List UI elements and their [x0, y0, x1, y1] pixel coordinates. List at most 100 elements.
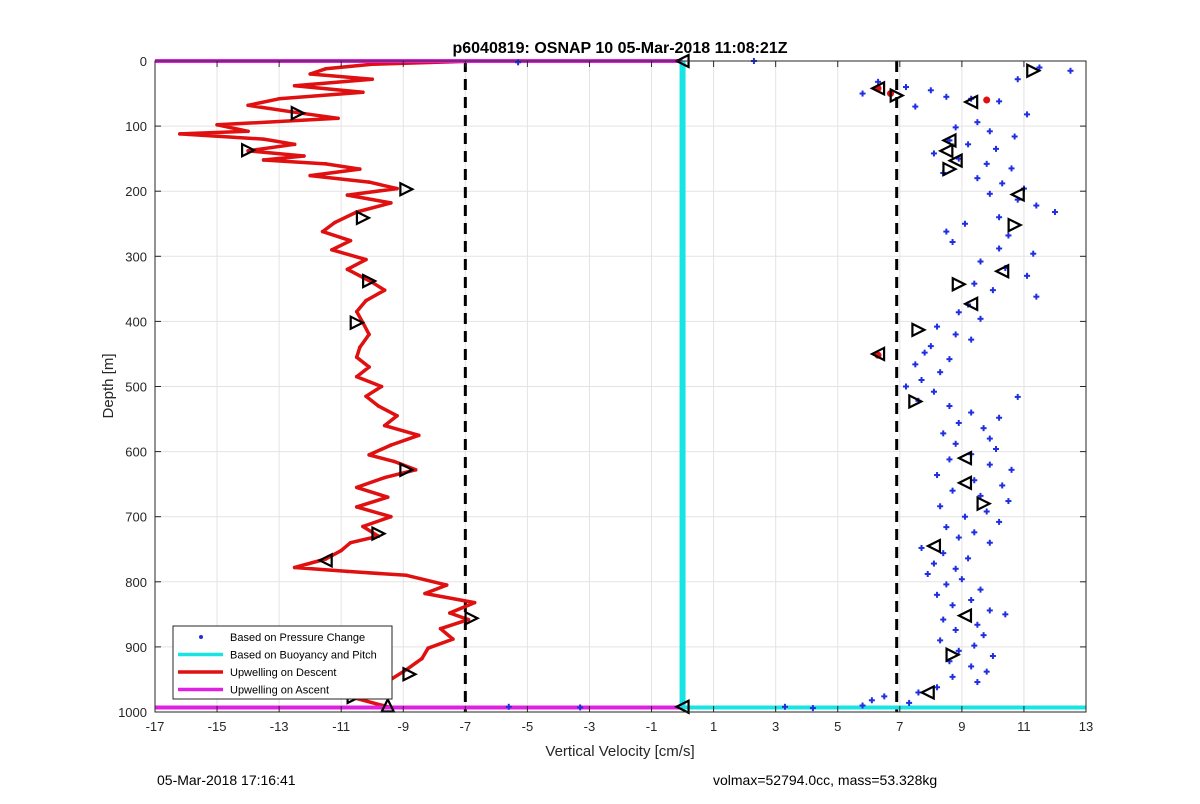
pressure-change-point: [968, 663, 975, 670]
pressure-change-point: [1002, 611, 1009, 618]
pressure-change-point: [952, 440, 959, 447]
direction-marker: [945, 646, 962, 663]
legend: Based on Pressure Change Based on Buoyanc…: [172, 625, 393, 700]
y-tick-label: 300: [125, 249, 147, 264]
pressure-change-point: [1005, 232, 1012, 239]
direction-marker: [889, 87, 906, 104]
legend-box: [172, 625, 393, 700]
direction-marker: [962, 296, 979, 312]
pressure-change-point: [993, 145, 1000, 152]
descent-point: [361, 90, 365, 95]
pressure-change-point: [781, 703, 788, 710]
x-tick-label: -7: [460, 719, 472, 734]
pressure-change-point: [859, 90, 866, 97]
descent-point: [354, 485, 359, 490]
pressure-change-point: [940, 616, 947, 623]
x-tick-label: 11: [1017, 719, 1031, 734]
direction-marker: [925, 538, 942, 554]
direction-marker: [940, 132, 957, 149]
descent-point: [308, 72, 312, 76]
descent-point: [246, 103, 250, 108]
descent-point: [389, 514, 393, 519]
y-tick-label: 0: [140, 54, 147, 69]
pressure-change-point: [930, 150, 937, 157]
pressure-change-point: [955, 309, 962, 316]
descent-point: [404, 573, 409, 578]
descent-point: [320, 229, 325, 234]
descent-point: [292, 565, 297, 570]
pressure-change-point: [986, 190, 993, 197]
descent-point: [348, 238, 353, 243]
chart-title: p6040819: OSNAP 10 05-Mar-2018 11:08:21Z: [452, 40, 787, 57]
grid: [154, 60, 1087, 713]
pressure-change-point: [958, 576, 965, 583]
direction-marker: [911, 322, 927, 338]
pressure-change-point: [927, 343, 934, 350]
descent-point: [364, 298, 368, 303]
descent-point: [426, 646, 430, 651]
pressure-change-point: [577, 704, 584, 711]
direction-marker: [402, 666, 418, 683]
pressure-change-point: [946, 356, 953, 363]
pressure-change-point: [996, 98, 1003, 105]
footer-vehicle-info: volmax=52794.0cc, mass=53.328kg: [713, 772, 938, 788]
pressure-change-point: [949, 602, 956, 609]
pressure-change-point: [809, 705, 816, 712]
direction-marker: [919, 684, 935, 701]
direction-marker: [355, 210, 372, 226]
direction-marker: [464, 610, 480, 627]
descent-point: [364, 394, 368, 399]
direction-marker: [956, 607, 973, 624]
direction-marker: [241, 142, 257, 158]
descent-point: [395, 186, 399, 191]
pressure-change-point: [918, 544, 925, 551]
pressure-change-point: [977, 258, 984, 265]
footer-timestamp: 05-Mar-2018 17:16:41: [157, 772, 296, 788]
descent-point: [382, 288, 387, 292]
descent-point: [367, 332, 371, 337]
direction-marker: [869, 346, 886, 362]
pressure-change-point: [937, 369, 944, 376]
x-axis-label: Vertical Velocity [cm/s]: [545, 743, 694, 760]
descent-point: [448, 611, 452, 615]
descent-point: [348, 540, 353, 545]
legend-symbol: [199, 635, 203, 639]
ticks: -17 -15 -13 -11 -9 -7 -5 -3 -1 1 3 5 7 9 11 13010020030…: [118, 54, 1093, 734]
direction-marker: [349, 314, 366, 331]
descent-point: [277, 96, 281, 101]
descent-point: [323, 67, 328, 71]
pressure-change-point: [974, 679, 981, 686]
descent-point: [367, 180, 371, 184]
pressure-change-point: [903, 383, 910, 390]
pressure-change-point: [961, 220, 968, 227]
x-tick-label: -1: [646, 719, 658, 734]
descent-point: [261, 137, 266, 141]
pressure-change-point: [1067, 67, 1074, 74]
x-tick-label: -3: [584, 719, 596, 734]
direction-marker: [399, 462, 415, 478]
descent-point: [354, 355, 359, 360]
direction-marker: [1026, 62, 1042, 79]
pressure-change-point: [949, 238, 956, 245]
descent-point: [336, 116, 340, 121]
direction-marker: [947, 152, 963, 169]
pressure-change-point: [515, 59, 522, 66]
x-tick-label: -13: [270, 719, 289, 734]
pressure-change-point: [961, 513, 968, 520]
descent-point: [345, 267, 350, 272]
pressure-change-point: [1011, 133, 1018, 140]
x-tick-label: -15: [208, 719, 227, 734]
y-tick-label: 800: [125, 575, 147, 590]
pressure-change-point: [1036, 64, 1043, 71]
y-tick-label: 600: [125, 445, 147, 460]
pressure-change-point: [983, 668, 990, 675]
pressure-change-point: [989, 653, 996, 660]
pressure-change-point: [986, 539, 993, 546]
pressure-change-point: [986, 607, 993, 614]
pressure-change-point: [946, 403, 953, 410]
pressure-change-point: [924, 570, 931, 577]
pressure-change-point: [980, 632, 987, 639]
direction-marker: [379, 697, 396, 713]
pressure-change-point: [934, 684, 941, 691]
direction-marker: [993, 263, 1010, 280]
